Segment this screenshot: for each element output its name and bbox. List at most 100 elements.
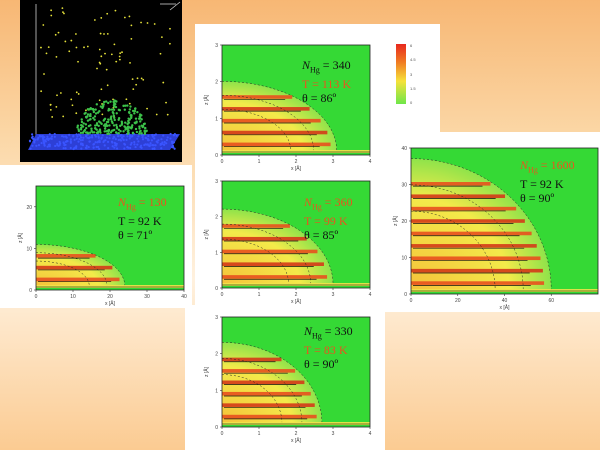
annotation-340: NHg = 340 T = 113 K θ = 86º bbox=[302, 58, 351, 105]
droplet-atom bbox=[95, 122, 99, 125]
density-layer bbox=[222, 357, 282, 362]
vapor-atom bbox=[160, 36, 163, 38]
vapor-atom bbox=[106, 32, 109, 35]
substrate-atom bbox=[169, 132, 172, 136]
substrate-atom bbox=[131, 134, 134, 138]
substrate-atom bbox=[80, 147, 83, 150]
droplet-atom bbox=[93, 118, 96, 121]
substrate-atom bbox=[123, 147, 126, 150]
vapor-atom bbox=[75, 91, 78, 94]
droplet-atom bbox=[77, 129, 81, 133]
vapor-atom bbox=[47, 46, 50, 49]
substrate-atom bbox=[126, 135, 129, 138]
substrate-atom bbox=[62, 135, 65, 138]
droplet-atom bbox=[136, 110, 139, 114]
vapor-atom bbox=[70, 39, 73, 42]
substrate-atom bbox=[64, 147, 67, 150]
substrate-atom bbox=[69, 140, 72, 143]
droplet-atom bbox=[93, 115, 97, 118]
droplet-atom bbox=[92, 116, 95, 120]
vapor-atom bbox=[45, 52, 48, 55]
substrate-atom bbox=[104, 139, 107, 142]
annotation-contact-angle: θ = 86º bbox=[302, 91, 337, 106]
droplet-atom bbox=[127, 117, 130, 120]
droplet-atom bbox=[100, 122, 103, 126]
vapor-atom bbox=[75, 33, 77, 35]
vapor-atom bbox=[40, 90, 43, 93]
vapor-atom bbox=[100, 88, 103, 91]
droplet-atom bbox=[98, 110, 101, 113]
vapor-atom bbox=[62, 115, 65, 118]
substrate-atom bbox=[146, 143, 149, 146]
substrate-atom bbox=[117, 135, 120, 138]
droplet-atom bbox=[143, 130, 146, 133]
substrate-atom bbox=[134, 145, 137, 149]
droplet-atom bbox=[134, 117, 138, 120]
density-layer bbox=[36, 277, 120, 282]
substrate-atom bbox=[155, 140, 158, 143]
droplet-atom bbox=[127, 110, 131, 114]
vapor-atom bbox=[131, 78, 134, 81]
substrate-atom bbox=[38, 134, 41, 137]
vapor-atom bbox=[146, 107, 148, 110]
substrate-layer bbox=[222, 150, 370, 153]
droplet-atom bbox=[112, 100, 115, 104]
density-layer bbox=[36, 265, 113, 270]
annotation-contact-angle: θ = 90º bbox=[304, 357, 339, 372]
droplet-atom bbox=[84, 111, 87, 115]
droplet-atom bbox=[106, 120, 110, 124]
substrate-atom bbox=[40, 141, 43, 145]
annotation-contact-angle: θ = 90º bbox=[520, 191, 555, 206]
droplet-atom bbox=[101, 106, 104, 110]
droplet-atom bbox=[130, 125, 134, 129]
droplet-atom bbox=[120, 121, 124, 125]
substrate-atom bbox=[75, 137, 78, 140]
droplet-atom bbox=[80, 126, 83, 130]
droplet-atom bbox=[98, 128, 102, 131]
vapor-atom bbox=[162, 81, 165, 84]
droplet-atom bbox=[91, 107, 95, 111]
substrate-atom bbox=[159, 142, 162, 146]
vapor-atom bbox=[64, 40, 67, 43]
substrate-atom bbox=[157, 139, 160, 142]
annotation-temperature: T = 92 K bbox=[520, 177, 564, 192]
density-layer bbox=[222, 391, 311, 396]
density-layer bbox=[222, 414, 317, 419]
droplet-atom bbox=[129, 114, 132, 117]
substrate-atom bbox=[97, 145, 100, 149]
droplet-atom bbox=[94, 108, 97, 111]
substrate-atom bbox=[43, 136, 46, 139]
annotation-360: NHg = 360 T = 99 K θ = 85º bbox=[304, 195, 353, 242]
vapor-atom bbox=[98, 61, 101, 64]
droplet-atom bbox=[131, 109, 135, 113]
substrate-atom bbox=[64, 135, 67, 138]
substrate-atom bbox=[141, 136, 144, 139]
substrate-atom bbox=[81, 138, 84, 142]
substrate-atom bbox=[126, 146, 129, 149]
density-layer bbox=[411, 194, 506, 199]
substrate-atom bbox=[98, 140, 101, 144]
droplet-atom bbox=[114, 105, 118, 109]
droplet-atom bbox=[112, 114, 116, 117]
vapor-atom bbox=[49, 104, 52, 106]
droplet-atom bbox=[84, 123, 88, 126]
droplet-atom bbox=[108, 124, 111, 127]
density-layer bbox=[222, 130, 328, 135]
droplet-atom bbox=[124, 121, 127, 124]
droplet-atom bbox=[86, 119, 90, 122]
substrate-atom bbox=[151, 133, 154, 137]
substrate-layer bbox=[222, 283, 370, 286]
vapor-atom bbox=[125, 98, 128, 101]
substrate-atom bbox=[50, 135, 54, 138]
droplet-atom bbox=[76, 126, 79, 129]
droplet-atom bbox=[139, 129, 142, 133]
substrate-atom bbox=[103, 144, 106, 147]
vapor-atom bbox=[128, 15, 131, 18]
droplet-atom bbox=[103, 118, 106, 121]
annotation-n: NHg = 330 bbox=[304, 324, 353, 341]
vapor-atom bbox=[169, 42, 171, 45]
substrate-atom bbox=[163, 143, 166, 146]
substrate-atom bbox=[75, 133, 78, 136]
droplet-atom bbox=[88, 114, 92, 117]
substrate-atom bbox=[106, 140, 110, 144]
